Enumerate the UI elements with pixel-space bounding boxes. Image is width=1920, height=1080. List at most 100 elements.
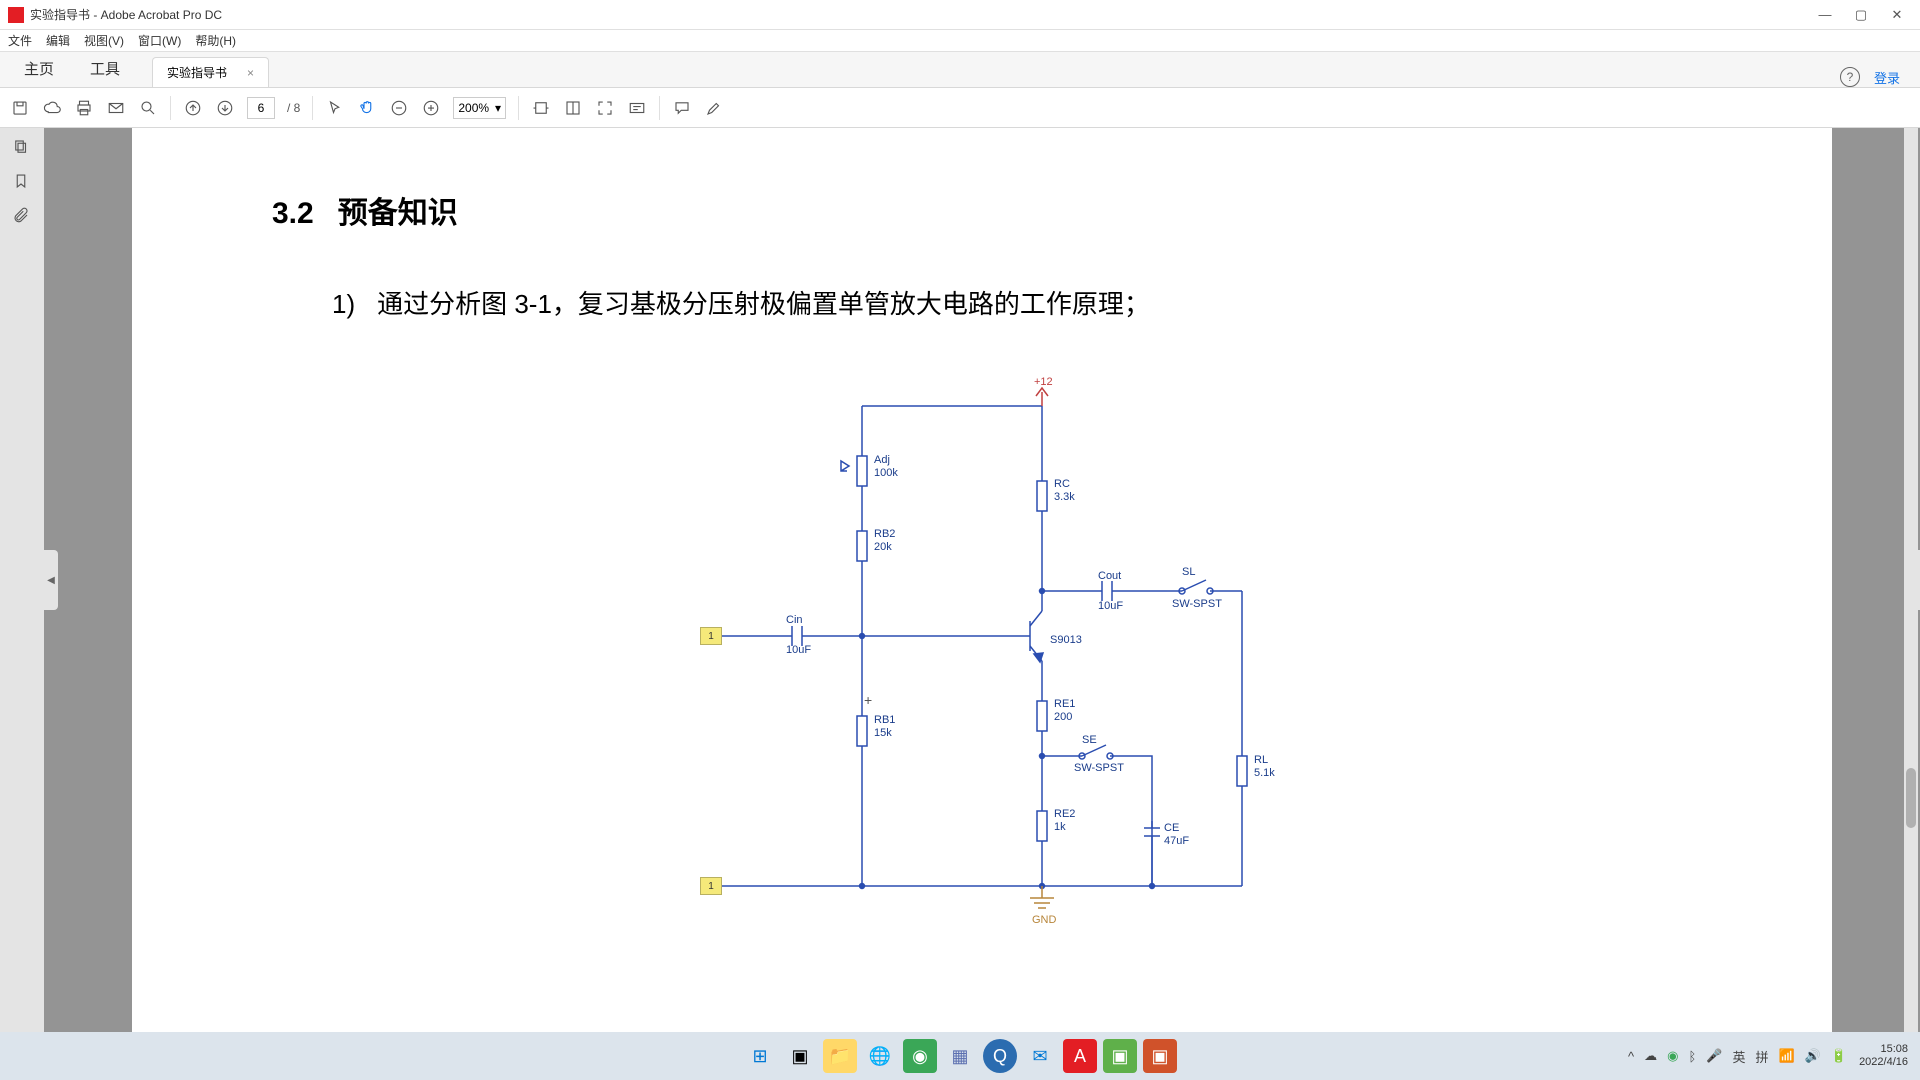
label-gnd: GND	[1032, 914, 1056, 927]
hand-tool-icon[interactable]	[357, 98, 377, 118]
label-rc: RC3.3k	[1054, 478, 1075, 504]
menu-view[interactable]: 视图(V)	[84, 32, 124, 49]
acrobat-icon[interactable]: A	[1063, 1039, 1097, 1073]
heading-number: 3.2	[272, 197, 314, 230]
label-re2: RE21k	[1054, 808, 1075, 834]
tray-ime1[interactable]: 英	[1732, 1047, 1745, 1066]
app-icon-2[interactable]: ▦	[943, 1039, 977, 1073]
circuit-diagram: +12 Adj100k RB220k RC3.3k Cin 10uF Cout …	[682, 366, 1282, 1006]
cursor-crosshair-icon: +	[864, 692, 872, 708]
title-bar: 实验指导书 - Adobe Acrobat Pro DC — ▢ ✕	[0, 0, 1920, 30]
maximize-button[interactable]: ▢	[1852, 6, 1870, 24]
cloud-icon[interactable]	[42, 98, 62, 118]
menu-file[interactable]: 文件	[8, 32, 32, 49]
tray-bluetooth-icon[interactable]: ᛒ	[1688, 1049, 1696, 1064]
zoom-in-icon[interactable]	[421, 98, 441, 118]
document-viewport[interactable]: ◀ 3.2预备知识 1)通过分析图 3-1，复习基极分压射极偏置单管放大电路的工…	[44, 128, 1920, 1032]
app-icon-5[interactable]: ▣	[1143, 1039, 1177, 1073]
tray-wechat-icon[interactable]: ◉	[1667, 1048, 1678, 1064]
vertical-scrollbar[interactable]	[1904, 128, 1918, 1032]
thumbnails-icon[interactable]	[12, 138, 32, 158]
label-ce: CE47uF	[1164, 822, 1189, 848]
login-link[interactable]: 登录	[1874, 68, 1900, 87]
app-icon-1[interactable]: ◉	[903, 1039, 937, 1073]
heading-text: 预备知识	[338, 197, 458, 230]
tray-battery-icon[interactable]: 🔋	[1831, 1048, 1847, 1064]
terminal-1: 1	[700, 627, 722, 645]
section-heading: 3.2 预备知识	[272, 188, 1692, 232]
label-se-val: SW-SPST	[1074, 762, 1124, 775]
window-title: 实验指导书 - Adobe Acrobat Pro DC	[30, 6, 1816, 23]
label-cout-val: 10uF	[1098, 600, 1123, 613]
tab-document-label: 实验指导书	[167, 64, 227, 81]
zoom-out-icon[interactable]	[389, 98, 409, 118]
app-icon-4[interactable]: ▣	[1103, 1039, 1137, 1073]
zoom-value: 200%	[458, 101, 489, 115]
tab-tools[interactable]: 工具	[72, 50, 138, 87]
scroll-thumb[interactable]	[1906, 768, 1916, 828]
page-number-input[interactable]	[247, 97, 275, 119]
label-sl-val: SW-SPST	[1172, 598, 1222, 611]
tray-clock[interactable]: 15:08 2022/4/16	[1859, 1043, 1908, 1069]
highlight-icon[interactable]	[704, 98, 724, 118]
label-sl: SL	[1182, 566, 1195, 579]
bookmarks-icon[interactable]	[12, 172, 32, 192]
chrome-icon[interactable]: 🌐	[863, 1039, 897, 1073]
fullscreen-icon[interactable]	[595, 98, 615, 118]
explorer-icon[interactable]: 📁	[823, 1039, 857, 1073]
fit-page-icon[interactable]	[563, 98, 583, 118]
label-rb2: RB220k	[874, 528, 895, 554]
search-icon[interactable]	[138, 98, 158, 118]
select-tool-icon[interactable]	[325, 98, 345, 118]
tray-wifi-icon[interactable]: 📶	[1779, 1048, 1795, 1064]
app-icon-3[interactable]: Q	[983, 1039, 1017, 1073]
page-up-icon[interactable]	[183, 98, 203, 118]
comment-icon[interactable]	[672, 98, 692, 118]
tray-date: 2022/4/16	[1859, 1056, 1908, 1069]
minimize-button[interactable]: —	[1816, 6, 1834, 24]
side-panel	[0, 128, 44, 1032]
page-down-icon[interactable]	[215, 98, 235, 118]
label-cin-val: 10uF	[786, 644, 811, 657]
separator	[312, 96, 313, 120]
terminal-2: 1	[700, 877, 722, 895]
separator	[518, 96, 519, 120]
tray-time: 15:08	[1859, 1043, 1908, 1056]
label-re1: RE1200	[1054, 698, 1075, 724]
tab-bar: 主页 工具 实验指导书 × ? 登录	[0, 52, 1920, 88]
tray-onedrive-icon[interactable]: ☁	[1644, 1048, 1657, 1064]
label-cout: Cout	[1098, 570, 1121, 583]
content-area: ◀ 3.2预备知识 1)通过分析图 3-1，复习基极分压射极偏置单管放大电路的工…	[0, 128, 1920, 1032]
close-button[interactable]: ✕	[1888, 6, 1906, 24]
help-icon[interactable]: ?	[1840, 67, 1860, 87]
list-number: 1)	[332, 289, 355, 319]
fit-width-icon[interactable]	[531, 98, 551, 118]
system-tray: ^ ☁ ◉ ᛒ 🎤 英 拼 📶 🔊 🔋 15:08 2022/4/16	[1628, 1043, 1908, 1069]
tray-mic-icon[interactable]: 🎤	[1706, 1048, 1722, 1064]
menu-edit[interactable]: 编辑	[46, 32, 70, 49]
task-view-icon[interactable]: ▣	[783, 1039, 817, 1073]
tray-ime2[interactable]: 拼	[1755, 1047, 1768, 1066]
label-transistor: S9013	[1050, 634, 1082, 647]
tray-volume-icon[interactable]: 🔊	[1805, 1048, 1821, 1064]
start-button[interactable]: ⊞	[743, 1039, 777, 1073]
save-icon[interactable]	[10, 98, 30, 118]
mail-icon[interactable]	[106, 98, 126, 118]
label-cin: Cin	[786, 614, 803, 627]
menu-help[interactable]: 帮助(H)	[195, 32, 236, 49]
tray-chevron-icon[interactable]: ^	[1628, 1049, 1634, 1064]
tab-close-icon[interactable]: ×	[247, 66, 254, 80]
collapse-left-button[interactable]: ◀	[44, 550, 58, 610]
mail-app-icon[interactable]: ✉	[1023, 1039, 1057, 1073]
chevron-down-icon: ▾	[495, 101, 501, 115]
page-total-label: / 8	[287, 101, 300, 115]
app-icon	[8, 7, 24, 23]
tab-home[interactable]: 主页	[6, 50, 72, 87]
menu-window[interactable]: 窗口(W)	[138, 32, 181, 49]
zoom-select[interactable]: 200% ▾	[453, 97, 506, 119]
print-icon[interactable]	[74, 98, 94, 118]
tab-document[interactable]: 实验指导书 ×	[152, 57, 269, 87]
taskbar-center: ⊞ ▣ 📁 🌐 ◉ ▦ Q ✉ A ▣ ▣	[743, 1039, 1177, 1073]
read-mode-icon[interactable]	[627, 98, 647, 118]
attachments-icon[interactable]	[12, 206, 32, 226]
